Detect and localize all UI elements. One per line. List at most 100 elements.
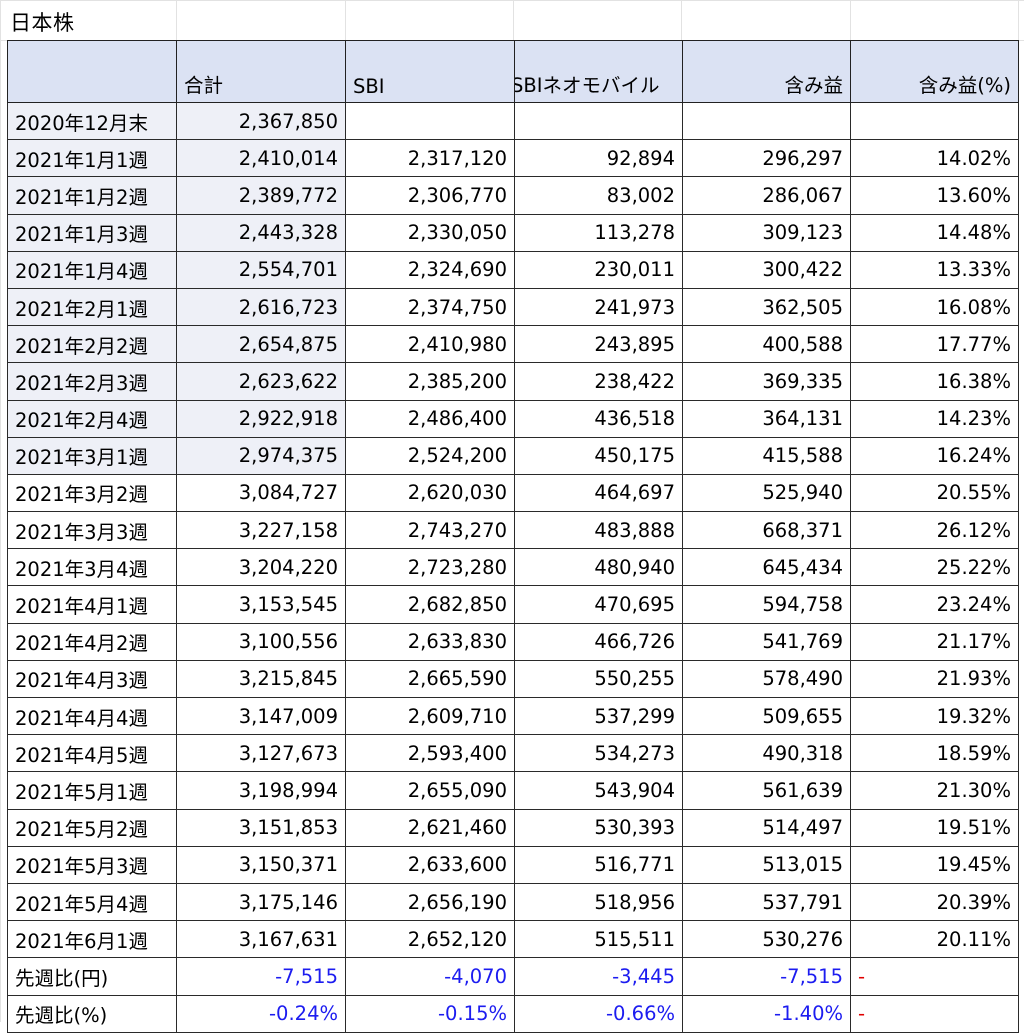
row-label-cell[interactable]: 2021年5月3週: [7, 845, 177, 884]
neomobile-cell[interactable]: 480,940: [514, 548, 683, 587]
row-label-cell[interactable]: 2021年2月1週: [7, 287, 177, 327]
gain-pct-cell[interactable]: 19.51%: [850, 808, 1019, 847]
neomobile-cell[interactable]: 450,175: [514, 436, 683, 475]
total-cell[interactable]: 3,084,727: [176, 473, 346, 513]
total-cell[interactable]: 3,147,009: [176, 696, 346, 736]
gain-cell[interactable]: 362,505: [682, 287, 851, 327]
sbi-cell[interactable]: 2,665,590: [345, 659, 515, 699]
sbi-cell[interactable]: 2,306,770: [345, 176, 515, 215]
row-label-cell[interactable]: 2021年4月4週: [7, 696, 177, 736]
total-cell[interactable]: 3,151,853: [176, 808, 346, 847]
gain-diff-cell[interactable]: -1.40%: [682, 994, 851, 1033]
row-label-cell[interactable]: 2021年1月1週: [7, 139, 177, 178]
gain-pct-cell[interactable]: 20.39%: [850, 882, 1019, 922]
row-label-cell[interactable]: 2021年2月3週: [7, 362, 177, 401]
gain-cell[interactable]: 364,131: [682, 399, 851, 438]
row-label-cell[interactable]: 2021年4月1週: [7, 585, 177, 624]
neomobile-cell[interactable]: 464,697: [514, 473, 683, 513]
neomobile-cell[interactable]: 113,278: [514, 213, 683, 252]
total-cell[interactable]: 2,410,014: [176, 139, 346, 178]
gain-pct-cell[interactable]: 21.30%: [850, 771, 1019, 810]
neomobile-diff-cell[interactable]: -3,445: [514, 957, 683, 996]
neomobile-cell[interactable]: 436,518: [514, 399, 683, 438]
total-cell[interactable]: 2,616,723: [176, 287, 346, 327]
row-label-cell[interactable]: 2021年2月2週: [7, 325, 177, 364]
row-label-cell[interactable]: 2021年1月3週: [7, 213, 177, 252]
gain-cell[interactable]: 400,588: [682, 325, 851, 364]
header-cell-gain-pct[interactable]: 含み益(%): [850, 40, 1019, 103]
total-cell[interactable]: 2,654,875: [176, 325, 346, 364]
sbi-cell[interactable]: 2,655,090: [345, 771, 515, 810]
gain-pct-cell[interactable]: 19.32%: [850, 696, 1019, 736]
gain-cell[interactable]: 530,276: [682, 920, 851, 959]
gain-cell[interactable]: 490,318: [682, 734, 851, 773]
gain-cell[interactable]: 309,123: [682, 213, 851, 252]
gain-pct-cell[interactable]: 25.22%: [850, 548, 1019, 587]
sbi-cell[interactable]: 2,620,030: [345, 473, 515, 513]
neomobile-cell[interactable]: 466,726: [514, 622, 683, 661]
total-cell[interactable]: 3,227,158: [176, 511, 346, 550]
gain-cell[interactable]: 300,422: [682, 250, 851, 289]
sbi-cell[interactable]: 2,621,460: [345, 808, 515, 847]
row-label-cell[interactable]: 2021年1月4週: [7, 250, 177, 289]
gain-pct-cell[interactable]: 16.24%: [850, 436, 1019, 475]
total-cell[interactable]: 2,623,622: [176, 362, 346, 401]
sbi-cell[interactable]: 2,682,850: [345, 585, 515, 624]
gain-pct-cell[interactable]: 16.08%: [850, 287, 1019, 327]
gain-cell[interactable]: 541,769: [682, 622, 851, 661]
diff-label-cell[interactable]: 先週比(円): [7, 957, 177, 996]
total-cell[interactable]: 3,215,845: [176, 659, 346, 699]
sbi-cell[interactable]: 2,486,400: [345, 399, 515, 438]
gain-cell[interactable]: 513,015: [682, 845, 851, 884]
sbi-cell[interactable]: 2,324,690: [345, 250, 515, 289]
gain-cell[interactable]: 594,758: [682, 585, 851, 624]
gain-pct-cell[interactable]: [850, 101, 1019, 141]
gain-cell[interactable]: 668,371: [682, 511, 851, 550]
neomobile-cell[interactable]: 483,888: [514, 511, 683, 550]
sbi-cell[interactable]: 2,593,400: [345, 734, 515, 773]
total-cell[interactable]: 3,204,220: [176, 548, 346, 587]
row-label-cell[interactable]: 2021年3月4週: [7, 548, 177, 587]
gain-pct-cell[interactable]: 20.55%: [850, 473, 1019, 513]
row-label-cell[interactable]: 2021年4月3週: [7, 659, 177, 699]
neomobile-cell[interactable]: 550,255: [514, 659, 683, 699]
neomobile-cell[interactable]: 241,973: [514, 287, 683, 327]
gain-cell[interactable]: 286,067: [682, 176, 851, 215]
total-cell[interactable]: 2,443,328: [176, 213, 346, 252]
row-label-cell[interactable]: 2021年3月3週: [7, 511, 177, 550]
gain-cell[interactable]: 537,791: [682, 882, 851, 922]
row-label-cell[interactable]: 2021年6月1週: [7, 920, 177, 959]
sbi-cell[interactable]: [345, 101, 515, 141]
gain-cell[interactable]: 561,639: [682, 771, 851, 810]
total-cell[interactable]: 3,127,673: [176, 734, 346, 773]
sbi-cell[interactable]: 2,317,120: [345, 139, 515, 178]
neomobile-cell[interactable]: 238,422: [514, 362, 683, 401]
gain-cell[interactable]: 578,490: [682, 659, 851, 699]
header-cell-gain[interactable]: 含み益: [682, 40, 851, 103]
total-cell[interactable]: 3,153,545: [176, 585, 346, 624]
sbi-cell[interactable]: 2,330,050: [345, 213, 515, 252]
gain-cell[interactable]: 296,297: [682, 139, 851, 178]
gain-pct-cell[interactable]: 16.38%: [850, 362, 1019, 401]
sbi-cell[interactable]: 2,743,270: [345, 511, 515, 550]
sbi-cell[interactable]: 2,633,600: [345, 845, 515, 884]
total-diff-cell[interactable]: -7,515: [176, 957, 346, 996]
total-diff-cell[interactable]: -0.24%: [176, 994, 346, 1033]
header-cell-total[interactable]: 合計: [176, 40, 346, 103]
sbi-diff-cell[interactable]: -4,070: [345, 957, 515, 996]
total-cell[interactable]: 3,150,371: [176, 845, 346, 884]
sbi-cell[interactable]: 2,652,120: [345, 920, 515, 959]
total-cell[interactable]: 2,389,772: [176, 176, 346, 215]
row-label-cell[interactable]: 2021年5月1週: [7, 771, 177, 810]
sbi-cell[interactable]: 2,633,830: [345, 622, 515, 661]
gain-pct-cell[interactable]: 13.33%: [850, 250, 1019, 289]
gain-pct-cell[interactable]: 18.59%: [850, 734, 1019, 773]
total-cell[interactable]: 2,922,918: [176, 399, 346, 438]
diff-label-cell[interactable]: 先週比(%): [7, 994, 177, 1033]
gain-pct-cell[interactable]: 21.17%: [850, 622, 1019, 661]
neomobile-cell[interactable]: [514, 101, 683, 141]
gain-pct-cell[interactable]: 14.23%: [850, 399, 1019, 438]
gain-pct-dash-cell[interactable]: -: [850, 957, 1019, 996]
row-label-cell[interactable]: 2021年4月2週: [7, 622, 177, 661]
gain-pct-cell[interactable]: 26.12%: [850, 511, 1019, 550]
